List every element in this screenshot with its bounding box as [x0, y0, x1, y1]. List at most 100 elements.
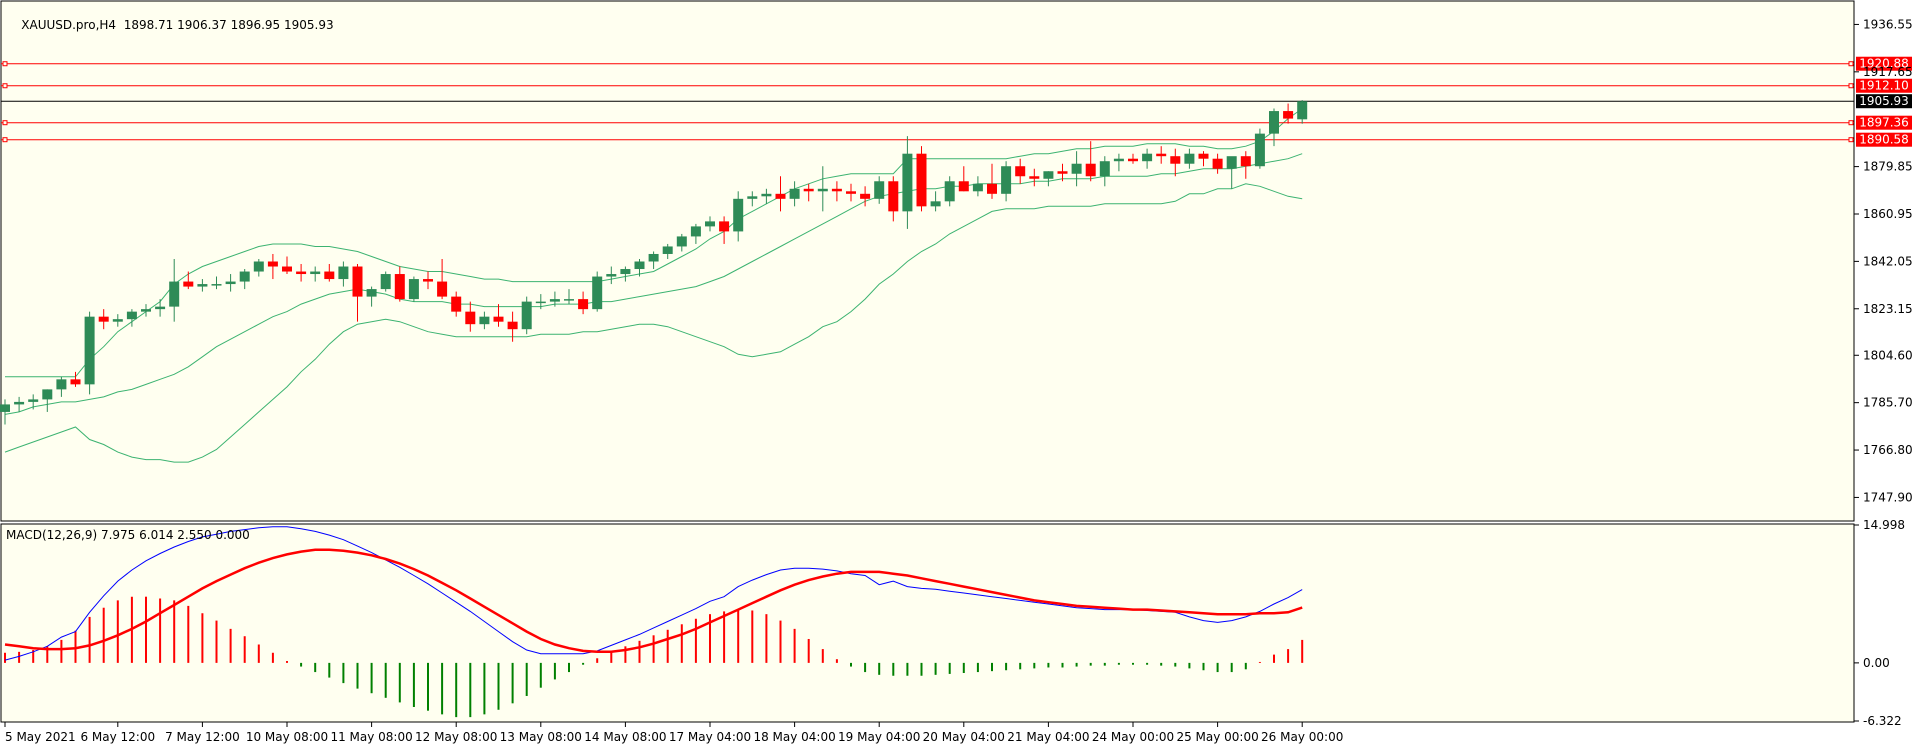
candle — [0, 399, 10, 425]
bull-candle-body — [535, 301, 546, 304]
candle — [239, 269, 250, 290]
price-axis-label: 1860.95 — [1863, 207, 1913, 221]
price-axis-label: 1917.65 — [1863, 65, 1913, 79]
time-axis-label: 5 May 2021 — [5, 730, 76, 744]
candle — [324, 264, 335, 282]
candle — [507, 311, 518, 342]
bull-candle-body — [789, 188, 800, 199]
bear-candle-body — [1156, 153, 1167, 157]
bear-candle-body — [451, 296, 462, 312]
bull-candle-body — [817, 188, 828, 192]
candle — [183, 271, 194, 290]
candle — [352, 264, 363, 322]
candle — [1001, 161, 1012, 202]
candle — [860, 186, 871, 207]
time-axis-label: 14 May 08:00 — [584, 730, 666, 744]
candle — [1057, 163, 1068, 182]
time-axis-label: 20 May 04:00 — [923, 730, 1005, 744]
candle — [620, 266, 631, 282]
candle — [267, 253, 278, 280]
bull-candle-body — [1269, 111, 1279, 134]
hline-price-label: 1912.10 — [1859, 79, 1909, 93]
candle — [423, 271, 433, 290]
hline-price-label: 1897.36 — [1859, 116, 1909, 130]
bull-candle-body — [366, 289, 377, 297]
bull-candle-body — [1184, 153, 1195, 164]
candle — [394, 266, 405, 302]
bear-candle-body — [888, 181, 899, 212]
candle — [1198, 151, 1209, 167]
candle — [902, 136, 913, 229]
price-axis-label: 1823.15 — [1863, 302, 1913, 316]
candle — [1269, 108, 1279, 147]
candle — [197, 279, 208, 292]
candle — [846, 183, 856, 202]
bear-candle-body — [183, 281, 194, 287]
price-axis-label: 1842.05 — [1863, 254, 1913, 268]
bull-candle-body — [634, 261, 645, 270]
candle — [1029, 168, 1040, 187]
candlesticks — [0, 100, 1308, 425]
bull-candle-body — [0, 404, 10, 412]
bear-candle-body — [98, 316, 109, 322]
candle — [408, 276, 419, 302]
bear-candle-body — [437, 281, 448, 297]
time-axis-label: 19 May 04:00 — [838, 730, 920, 744]
bull-candle-body — [141, 309, 151, 312]
time-axis-label: 10 May 08:00 — [246, 730, 328, 744]
candle — [465, 301, 476, 332]
candle — [761, 188, 772, 204]
time-axis-label: 7 May 12:00 — [165, 730, 240, 744]
bear-candle-body — [493, 316, 504, 322]
hline-price-tag — [1856, 78, 1912, 93]
candle — [916, 146, 927, 212]
bull-candle-body — [747, 196, 758, 199]
bull-candle-body — [197, 284, 208, 287]
bull-candle-body — [479, 316, 490, 325]
bear-candle-body — [507, 321, 518, 330]
bear-candle-body — [352, 266, 363, 297]
candle — [112, 314, 123, 327]
macd-axis-label: 14.998 — [1863, 518, 1905, 532]
time-axis-label: 12 May 08:00 — [415, 730, 497, 744]
bear-candle-body — [958, 181, 969, 192]
macd-axis-label: -6.322 — [1863, 714, 1902, 728]
macd-line — [4, 526, 1303, 661]
horizontal-line-anchor-right — [1848, 61, 1854, 67]
bull-candle-body — [549, 299, 560, 302]
bull-candle-body — [972, 183, 983, 192]
candle — [56, 376, 67, 397]
bull-candle-body — [126, 311, 137, 320]
candle — [535, 294, 546, 310]
bear-candle-body — [282, 266, 292, 272]
bull-candle-body — [211, 284, 222, 286]
bear-candle-body — [324, 271, 335, 280]
candle — [831, 181, 842, 202]
candle — [888, 176, 899, 222]
symbol-label: XAUUSD.pro,H4 — [21, 18, 117, 32]
bull-candle-body — [56, 379, 67, 390]
candle — [1170, 148, 1181, 177]
bear-candle-body — [1240, 156, 1251, 167]
candle — [817, 166, 828, 212]
candle — [987, 163, 997, 199]
bear-candle-body — [267, 261, 278, 267]
bull-candle-body — [28, 399, 39, 402]
bear-candle-body — [1085, 163, 1096, 177]
bull-candle-body — [112, 319, 123, 322]
bull-candle-body — [705, 221, 715, 227]
candle — [578, 291, 589, 315]
bull-candle-body — [1099, 161, 1110, 177]
candle — [28, 394, 39, 410]
candle — [789, 181, 800, 207]
time-axis-label: 26 May 00:00 — [1261, 730, 1343, 744]
bear-candle-body — [296, 271, 307, 275]
bear-candle-body — [465, 311, 476, 325]
price-axis-label: 1747.90 — [1863, 490, 1913, 504]
candle — [1113, 153, 1124, 172]
bull-candle-body — [761, 193, 772, 197]
candle — [169, 258, 180, 322]
candle — [70, 371, 81, 387]
bear-candle-body — [1029, 176, 1040, 179]
